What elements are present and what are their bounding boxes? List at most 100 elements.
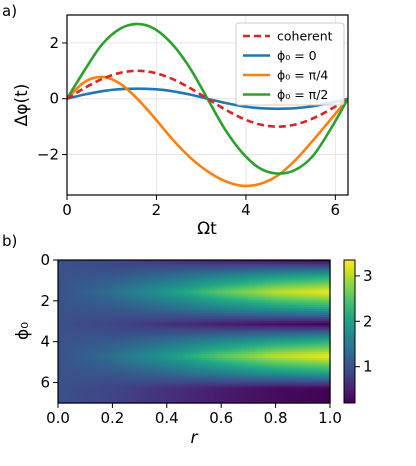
heatmap-cell bbox=[70, 323, 75, 326]
heatmap-cell bbox=[166, 294, 171, 298]
heatmap-cell bbox=[326, 306, 331, 310]
heatmap-cell bbox=[74, 270, 79, 273]
heatmap-cell bbox=[210, 353, 215, 357]
heatmap-cell bbox=[122, 388, 127, 392]
heatmap-cell bbox=[58, 274, 63, 277]
heatmap-cell bbox=[266, 378, 271, 382]
heatmap-cell bbox=[258, 380, 263, 384]
heatmap-cell bbox=[234, 378, 239, 382]
heatmap-cell bbox=[242, 370, 247, 373]
heatmap-cell bbox=[106, 294, 111, 298]
heatmap-cell bbox=[150, 368, 155, 371]
heatmap-cell bbox=[238, 282, 243, 286]
heatmap-cell bbox=[310, 364, 315, 367]
heatmap-cell bbox=[62, 270, 67, 273]
heatmap-cell bbox=[278, 356, 283, 359]
heatmap-cell bbox=[274, 290, 279, 294]
heatmap-cell bbox=[170, 343, 175, 347]
heatmap-cell bbox=[286, 321, 291, 324]
heatmap-cell bbox=[238, 288, 243, 292]
heatmap-cell bbox=[74, 347, 79, 351]
heatmap-cell bbox=[254, 329, 259, 333]
heatmap-cell bbox=[238, 390, 243, 394]
heatmap-cell bbox=[102, 311, 107, 314]
heatmap-cell bbox=[262, 304, 267, 308]
heatmap-cell bbox=[266, 382, 271, 386]
heatmap-cell bbox=[258, 313, 263, 316]
heatmap-cell bbox=[286, 300, 291, 304]
heatmap-cell bbox=[270, 282, 275, 286]
heatmap-cell bbox=[126, 292, 131, 296]
heatmap-cell bbox=[162, 294, 167, 298]
heatmap-cell bbox=[270, 264, 275, 267]
heatmap-cell bbox=[182, 341, 187, 345]
heatmap-cell bbox=[78, 302, 83, 306]
heatmap-cell bbox=[146, 266, 151, 269]
heatmap-cell bbox=[190, 284, 195, 288]
heatmap-cell bbox=[262, 302, 267, 306]
heatmap-cell bbox=[226, 298, 231, 302]
heatmap-cell bbox=[282, 366, 287, 369]
heatmap-cell bbox=[114, 294, 119, 298]
heatmap-cell bbox=[314, 260, 319, 263]
heatmap-cell bbox=[306, 264, 311, 267]
heatmap-cell bbox=[258, 270, 263, 273]
heatmap-cell bbox=[170, 360, 175, 363]
heatmap-cell bbox=[262, 378, 267, 382]
heatmap-cell bbox=[222, 306, 227, 310]
heatmap-cell bbox=[106, 337, 111, 341]
heatmap-cell bbox=[154, 272, 159, 275]
heatmap-cell bbox=[118, 390, 123, 394]
heatmap-cell bbox=[318, 331, 323, 335]
heatmap-cell bbox=[290, 325, 295, 329]
heatmap-cell bbox=[250, 329, 255, 333]
heatmap-cell bbox=[134, 392, 139, 396]
heatmap-cell bbox=[150, 333, 155, 337]
heatmap-cell bbox=[174, 260, 179, 263]
heatmap-cell bbox=[218, 327, 223, 331]
heatmap-cell bbox=[238, 321, 243, 324]
heatmap-cell bbox=[170, 331, 175, 335]
heatmap-cell bbox=[286, 362, 291, 365]
heatmap-cell bbox=[94, 280, 99, 284]
heatmap-cell bbox=[142, 400, 147, 404]
heatmap-cell bbox=[70, 351, 75, 355]
heatmap-cell bbox=[138, 333, 143, 337]
heatmap-cell bbox=[186, 323, 191, 326]
heatmap-cell bbox=[218, 278, 223, 282]
heatmap-cell bbox=[198, 300, 203, 304]
heatmap-cell bbox=[222, 288, 227, 292]
heatmap-cell bbox=[294, 388, 299, 392]
heatmap-cell bbox=[182, 300, 187, 304]
heatmap-cell bbox=[194, 370, 199, 373]
heatmap-cell bbox=[134, 376, 139, 380]
heatmap-cell bbox=[318, 323, 323, 326]
heatmap-cell bbox=[318, 339, 323, 343]
heatmap-cell bbox=[298, 323, 303, 326]
heatmap-cell bbox=[302, 394, 307, 398]
heatmap-cell bbox=[286, 292, 291, 296]
heatmap-cell bbox=[254, 317, 259, 320]
heatmap-cell bbox=[242, 278, 247, 282]
heatmap-cell bbox=[158, 282, 163, 286]
heatmap-cell bbox=[194, 386, 199, 390]
heatmap-cell bbox=[118, 300, 123, 304]
heatmap-cell bbox=[230, 329, 235, 333]
panel-b-label: b) bbox=[2, 232, 17, 250]
heatmap-cell bbox=[238, 270, 243, 273]
heatmap-cell bbox=[154, 398, 159, 402]
heatmap-cell bbox=[206, 370, 211, 373]
heatmap-cell bbox=[238, 309, 243, 312]
heatmap-cell bbox=[190, 392, 195, 396]
heatmap-cell bbox=[66, 378, 71, 382]
heatmap-cell bbox=[270, 370, 275, 373]
heatmap-cell bbox=[258, 337, 263, 341]
heatmap-cell bbox=[174, 319, 179, 322]
heatmap-cell bbox=[110, 313, 115, 316]
heatmap-cell bbox=[178, 313, 183, 316]
heatmap-cell bbox=[134, 284, 139, 288]
heatmap-cell bbox=[314, 286, 319, 290]
heatmap-cell bbox=[238, 343, 243, 347]
heatmap-cell bbox=[94, 349, 99, 353]
